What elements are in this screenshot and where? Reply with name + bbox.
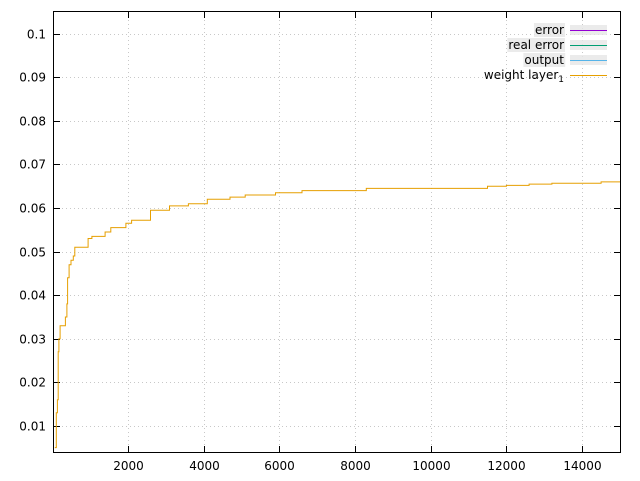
legend-label-0: error bbox=[535, 23, 564, 37]
y-tick-label: 0.1 bbox=[27, 28, 46, 42]
y-tick-label: 0.02 bbox=[19, 376, 46, 390]
y-tick-label: 0.05 bbox=[19, 246, 46, 260]
legend-name: output bbox=[524, 53, 564, 67]
legend-label-highlight bbox=[523, 53, 566, 67]
y-tick-label: 0.06 bbox=[19, 202, 46, 216]
legend-label-highlight bbox=[533, 23, 566, 37]
y-tick-label: 0.09 bbox=[19, 71, 46, 85]
y-tick-label: 0.07 bbox=[19, 158, 46, 172]
x-tick-label: 14000 bbox=[563, 459, 601, 473]
x-tick-label: 6000 bbox=[264, 459, 295, 473]
plot-border bbox=[53, 11, 621, 453]
legend-label-3: weight layer1 bbox=[484, 68, 564, 85]
y-tick-label: 0.08 bbox=[19, 115, 46, 129]
legend-name: weight layer bbox=[484, 68, 558, 82]
legend-label-highlight bbox=[507, 38, 566, 52]
x-tick-label: 10000 bbox=[412, 459, 450, 473]
legend-label-1: real error bbox=[508, 38, 564, 52]
y-tick-label: 0.03 bbox=[19, 333, 46, 347]
legend-name: real error bbox=[508, 38, 564, 52]
grid-lines bbox=[54, 12, 620, 452]
x-tick-label: 2000 bbox=[113, 459, 144, 473]
axes: 0.01 0.02 0.03 0.04 0.05 0.06 0.07 0.08 0.09 0.1 2… bbox=[19, 12, 620, 473]
legend-subscript: 1 bbox=[558, 75, 564, 85]
y-tick-label: 0.01 bbox=[19, 420, 46, 434]
legend-label-2: output bbox=[524, 53, 564, 67]
series-lines bbox=[54, 181, 620, 449]
x-tick-label: 8000 bbox=[340, 459, 371, 473]
y-tick-label: 0.04 bbox=[19, 289, 46, 303]
x-tick-label: 12000 bbox=[487, 459, 525, 473]
series-line-3 bbox=[54, 181, 620, 449]
legend-name: error bbox=[535, 23, 564, 37]
x-tick-label: 4000 bbox=[189, 459, 220, 473]
